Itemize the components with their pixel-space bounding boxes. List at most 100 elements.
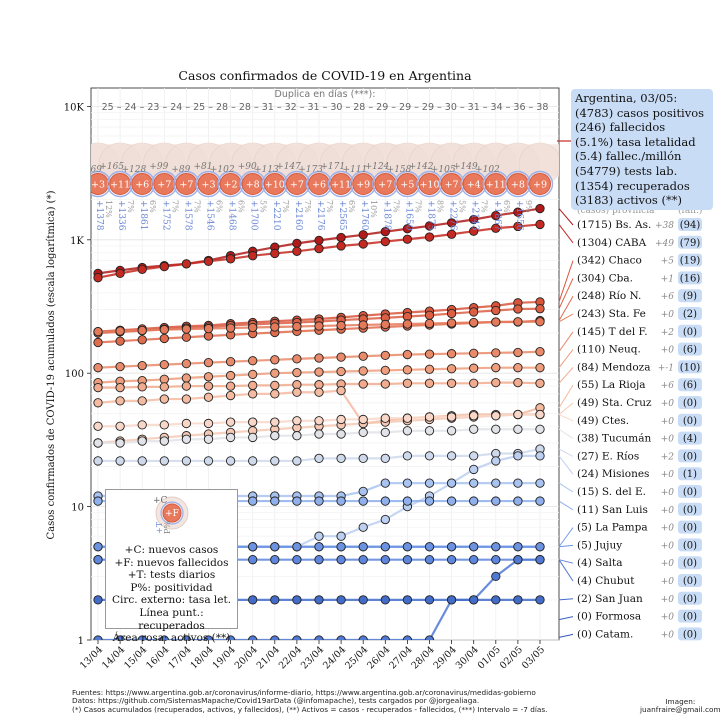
x-tick-label: 03/05 — [520, 644, 547, 671]
national-new-cases-label: +90 — [238, 162, 257, 172]
province-deaths-badge — [678, 307, 702, 320]
series-point — [358, 414, 368, 425]
series-point — [270, 355, 280, 365]
summary-line: (54779) tests lab. — [575, 163, 678, 178]
legend-line: +C: nuevos casos — [124, 544, 219, 556]
x-tick-label: 24/04 — [321, 644, 348, 671]
province-deaths-label: (0) — [683, 558, 697, 569]
national-deaths-label: +2 — [224, 180, 238, 191]
series-point — [336, 232, 346, 243]
series-point — [469, 411, 479, 421]
series-point — [292, 416, 302, 426]
province-deaths-badge — [678, 431, 702, 445]
series-point — [446, 451, 457, 461]
y-axis-label: Casos confirmados de COVID-19 acumulados… — [46, 190, 57, 539]
province-name-label: (11) San Luis — [577, 504, 648, 516]
series-point — [270, 496, 280, 506]
series-point — [137, 382, 147, 392]
series-point — [93, 398, 103, 408]
legend-line: +F: nuevos fallecidos — [114, 556, 229, 569]
national-point — [241, 173, 264, 195]
series-point — [159, 333, 169, 344]
series-point — [446, 542, 457, 552]
series-point — [446, 308, 457, 319]
province-deaths-label: (0) — [683, 523, 697, 534]
deaths-header: (fall.) — [678, 205, 702, 216]
summary-line: (1354) recuperados — [575, 178, 690, 193]
series-point — [491, 595, 501, 605]
footer-line: Fuentes: https://www.argentina.gob.ar/co… — [72, 688, 536, 697]
national-point — [109, 173, 132, 195]
province-connector — [558, 278, 574, 309]
province-deaths-label: (9) — [683, 291, 697, 302]
series-point — [424, 496, 435, 506]
series-point — [491, 478, 501, 488]
series-point — [402, 635, 413, 640]
province-deaths-badge — [678, 218, 702, 231]
national-new-cases-label: +113 — [254, 165, 279, 175]
national-point — [330, 173, 353, 195]
national-point — [418, 173, 441, 195]
series-point — [270, 380, 280, 391]
series-point — [446, 349, 457, 359]
series-point — [469, 542, 479, 552]
province-deaths-label: (0) — [683, 327, 697, 338]
series-point — [491, 317, 501, 327]
province-deaths-label: (0) — [683, 629, 697, 640]
x-tick-label: 02/05 — [498, 644, 525, 671]
series-point — [314, 595, 324, 605]
province-name-label: (49) Ctes. — [577, 415, 629, 427]
province-deaths-badge — [678, 591, 702, 605]
series-point — [491, 223, 501, 233]
series-point — [336, 414, 346, 425]
series-point — [402, 224, 413, 234]
national-new-cases-label: +149 — [453, 162, 478, 172]
summary-line: (5.1%) tasa letalidad — [575, 134, 696, 149]
series-point — [181, 418, 192, 429]
series-point — [469, 363, 479, 373]
national-deaths-label: +3 — [201, 180, 215, 191]
legend-sample-p: P% — [163, 521, 172, 534]
national-new-cases-label: +147 — [276, 162, 301, 172]
national-deaths-label: +11 — [110, 180, 130, 191]
national-new-cases-label: +89 — [171, 165, 190, 175]
legend-line: Línea punt.: recuperados — [138, 606, 205, 632]
national-positivity-label: 7% — [281, 200, 290, 213]
national-point — [506, 173, 529, 195]
series-point — [93, 635, 103, 640]
series-point — [491, 496, 501, 506]
national-tests-label: +2160 — [293, 200, 303, 231]
legend: +C +F +T P% +C: nuevos casos +F: nuevos … — [105, 489, 238, 644]
province-name-label: (49) Sta. Cruz — [577, 397, 652, 409]
province-deaths-label: (0) — [683, 451, 697, 462]
x-tick-label: 19/04 — [211, 644, 238, 671]
series-point — [513, 555, 523, 565]
series-point — [402, 365, 413, 375]
series-point — [292, 542, 302, 552]
province-connector — [558, 559, 574, 582]
series-point — [446, 218, 457, 228]
series-point — [93, 595, 103, 605]
series-point — [225, 417, 236, 427]
series-point — [314, 367, 324, 377]
national-new-cases-label: +81 — [194, 162, 213, 172]
series-point — [93, 496, 103, 506]
series-point — [336, 352, 346, 362]
series-point — [159, 261, 169, 272]
series-point — [469, 478, 479, 488]
series-point — [513, 377, 523, 388]
national-positivity-label: 9% — [524, 200, 533, 213]
series-point — [424, 310, 435, 320]
province-delta-label: +0 — [661, 630, 675, 640]
series-point — [358, 595, 368, 605]
province-deaths-badge — [678, 574, 702, 587]
national-tests-label: +1378 — [94, 200, 104, 231]
series-point — [115, 421, 125, 431]
x-tick-label: 22/04 — [277, 644, 304, 671]
national-tests-label: +1878 — [381, 200, 391, 231]
series-point — [137, 325, 147, 336]
series-point — [137, 420, 147, 430]
national-new-cases-label: +128 — [121, 165, 146, 175]
series-point — [469, 555, 479, 565]
province-deaths-label: (10) — [680, 362, 701, 373]
